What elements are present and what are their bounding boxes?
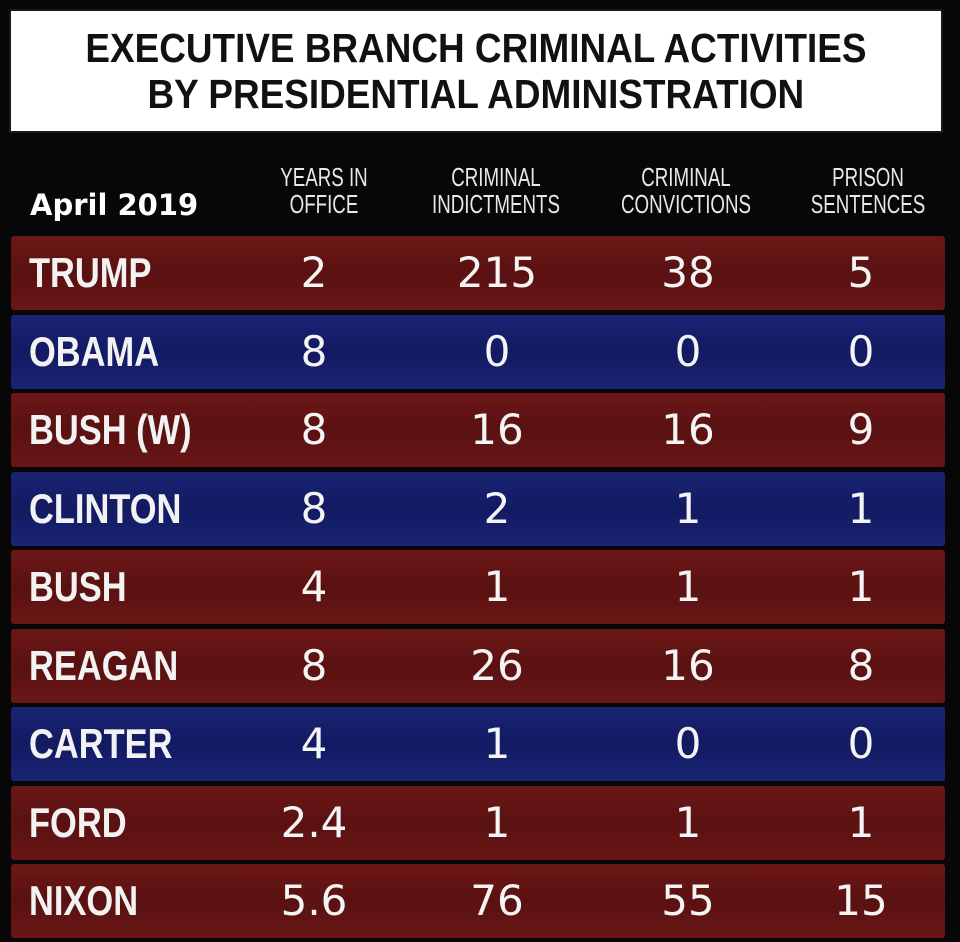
column-header-line: YEARS IN (280, 162, 368, 192)
cell-value: 5.6 (280, 876, 348, 925)
cell-value: 0 (674, 719, 702, 768)
cell-value: 16 (661, 405, 715, 454)
cell-value: 16 (661, 640, 715, 690)
table-row: CLINTON 8 2 1 1 (11, 471, 945, 546)
column-header-line: INDICTMENTS (432, 189, 560, 219)
row-name: TRUMP (29, 249, 152, 296)
cell-value: 38 (661, 248, 715, 297)
row-name: FORD (29, 798, 127, 846)
cell-value: 16 (470, 405, 524, 454)
cell-value: 2 (483, 483, 511, 533)
column-header-sentences: PRISON SENTENCES (796, 164, 940, 218)
cell-value: 8 (300, 640, 328, 690)
column-header-line: CRIMINAL (641, 162, 731, 192)
date-label: April 2019 (30, 188, 199, 222)
cell-value: 1 (847, 797, 875, 847)
cell-value: 8 (847, 640, 875, 690)
cell-value: 2.4 (280, 797, 348, 847)
table-row: REAGAN 8 26 16 8 (11, 628, 945, 703)
column-header-line: PRISON (832, 162, 904, 192)
table-row: BUSH (W) 8 16 16 9 (11, 393, 945, 467)
title-banner: EXECUTIVE BRANCH CRIMINAL ACTIVITIES BY … (9, 9, 943, 133)
row-name: BUSH (29, 563, 127, 610)
row-name: OBAMA (29, 327, 160, 375)
cell-value: 8 (300, 326, 328, 376)
title-line-2: BY PRESIDENTIAL ADMINISTRATION (147, 71, 805, 117)
table-row: OBAMA 8 0 0 0 (11, 314, 945, 389)
cell-value: 55 (661, 876, 715, 925)
column-header-indictments: CRIMINAL INDICTMENTS (424, 164, 568, 218)
cell-value: 2 (300, 248, 328, 297)
row-name: REAGAN (29, 641, 179, 689)
cell-value: 1 (483, 797, 511, 847)
table-row: BUSH 4 1 1 1 (11, 550, 945, 624)
row-name: CLINTON (29, 484, 182, 532)
column-header-line: OFFICE (289, 189, 359, 219)
column-header-line: CRIMINAL (451, 162, 541, 192)
column-header-line: SENTENCES (810, 189, 926, 219)
cell-value: 15 (834, 876, 888, 925)
cell-value: 0 (847, 326, 875, 376)
cell-value: 0 (847, 719, 875, 768)
column-header-convictions: CRIMINAL CONVICTIONS (614, 164, 758, 218)
cell-value: 26 (470, 640, 524, 690)
cell-value: 1 (674, 483, 702, 533)
cell-value: 1 (847, 483, 875, 533)
cell-value: 1 (674, 797, 702, 847)
table-row: TRUMP 2 215 38 5 (11, 236, 945, 310)
cell-value: 76 (470, 876, 524, 925)
row-name: BUSH (W) (29, 406, 192, 453)
cell-value: 0 (483, 326, 511, 376)
cell-value: 8 (300, 405, 328, 454)
row-name: CARTER (29, 720, 173, 767)
table-header: April 2019 YEARS IN OFFICE CRIMINAL INDI… (0, 150, 960, 234)
table-row: NIXON 5.6 76 55 15 (11, 864, 945, 938)
cell-value: 0 (674, 326, 702, 376)
table-row: FORD 2.4 1 1 1 (11, 785, 945, 860)
cell-value: 8 (300, 483, 328, 533)
cell-value: 5 (847, 248, 875, 297)
cell-value: 9 (847, 405, 875, 454)
cell-value: 1 (483, 562, 511, 611)
column-header-years: YEARS IN OFFICE (266, 164, 381, 218)
table-row: CARTER 4 1 0 0 (11, 707, 945, 781)
cell-value: 1 (847, 562, 875, 611)
cell-value: 215 (456, 248, 538, 297)
cell-value: 4 (300, 562, 328, 611)
cell-value: 1 (674, 562, 702, 611)
cell-value: 1 (483, 719, 511, 768)
row-name: NIXON (29, 877, 139, 924)
title-line-1: EXECUTIVE BRANCH CRIMINAL ACTIVITIES (85, 25, 867, 71)
column-header-line: CONVICTIONS (620, 189, 752, 219)
cell-value: 4 (300, 719, 328, 768)
